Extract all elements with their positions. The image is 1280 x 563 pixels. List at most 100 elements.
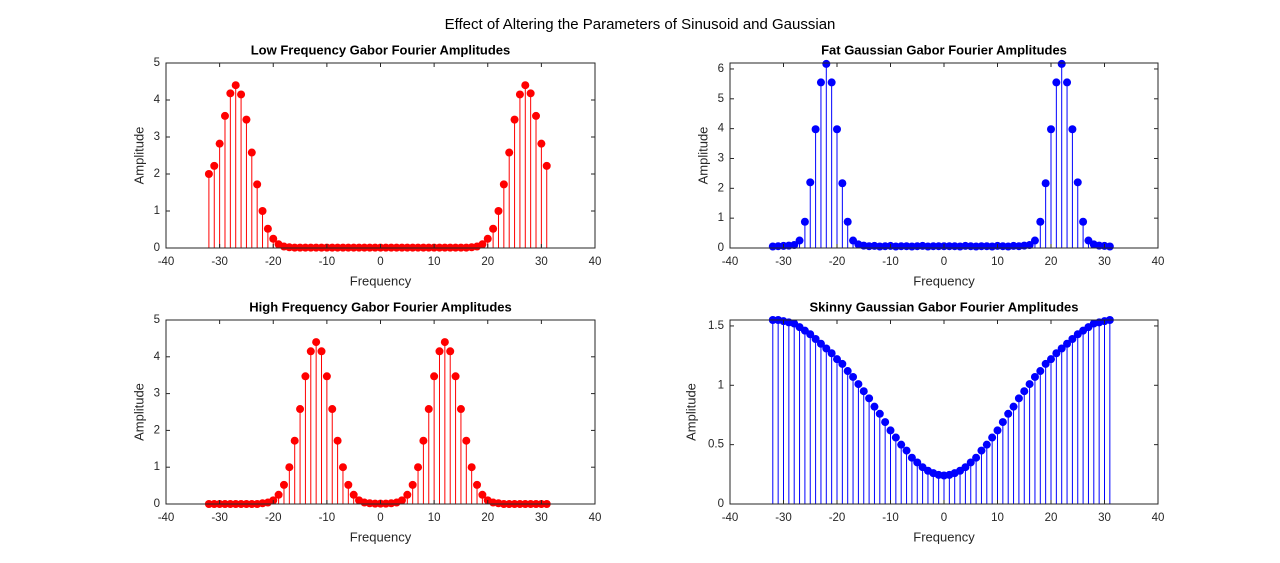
- subplot: -40 -30 -20 -10 0 10 20 30 40 0 1 2 3 4 5 6 Fat Gaussian…: [695, 42, 1164, 288]
- x-tick-label: 10: [991, 256, 1004, 268]
- stem-marker: [838, 359, 847, 368]
- stem-marker: [1057, 59, 1066, 68]
- stem-marker: [843, 217, 852, 226]
- stem-marker: [333, 436, 342, 445]
- subplot-title: High Frequency Gabor Fourier Amplitudes: [249, 299, 511, 314]
- x-tick-label: 10: [991, 512, 1004, 524]
- x-tick-label: -20: [829, 256, 846, 268]
- x-tick-label: -30: [775, 512, 792, 524]
- stem-marker: [435, 347, 444, 356]
- stem-marker: [1036, 367, 1045, 376]
- stem-marker: [827, 349, 836, 358]
- x-tick-label: 0: [377, 256, 383, 268]
- stem-marker: [210, 161, 219, 170]
- stem-marker: [1079, 217, 1088, 226]
- stem-marker: [1052, 349, 1061, 358]
- stem-marker: [833, 355, 841, 364]
- stem-marker: [483, 234, 492, 243]
- y-axis-label: Amplitude: [695, 127, 710, 185]
- x-tick-label: 30: [1098, 256, 1111, 268]
- stem-marker: [822, 344, 831, 353]
- stem-marker: [521, 81, 530, 90]
- y-tick-label: 1: [718, 379, 724, 391]
- stem-marker: [1052, 78, 1061, 87]
- x-tick-label: 0: [377, 512, 383, 524]
- stem-marker: [1068, 125, 1077, 134]
- stem-marker: [306, 347, 315, 356]
- stem-marker: [408, 480, 417, 489]
- stem-marker: [1014, 394, 1023, 403]
- stem-marker: [462, 436, 471, 445]
- x-tick-label: -40: [158, 256, 175, 268]
- stem-marker: [451, 372, 460, 381]
- x-tick-label: 0: [941, 256, 947, 268]
- y-axis-label: Amplitude: [131, 127, 146, 185]
- x-tick-label: 10: [428, 512, 441, 524]
- stem-marker: [1009, 402, 1018, 411]
- x-tick-label: 20: [1045, 256, 1058, 268]
- stem-marker: [816, 78, 825, 87]
- y-tick-label: 0.5: [708, 439, 724, 451]
- y-tick-label: 0: [154, 498, 160, 510]
- stem-marker: [902, 446, 911, 455]
- stem-marker: [816, 339, 825, 348]
- stem-marker: [1068, 334, 1077, 343]
- stem-marker: [897, 440, 906, 449]
- x-axis-label: Frequency: [350, 529, 412, 544]
- stem-marker: [473, 480, 482, 489]
- y-tick-label: 3: [718, 153, 724, 165]
- y-tick-label: 2: [154, 168, 160, 180]
- stem-marker: [269, 234, 278, 243]
- stem-marker: [226, 89, 235, 98]
- stem-marker: [790, 241, 799, 250]
- x-axis-label: Frequency: [913, 273, 975, 288]
- stem-marker: [301, 372, 310, 381]
- y-tick-label: 4: [718, 123, 725, 135]
- stem-marker: [822, 59, 831, 68]
- stem-marker: [833, 125, 841, 134]
- stem-marker: [854, 380, 863, 389]
- stem-marker: [328, 405, 337, 414]
- stem-marker: [875, 409, 884, 418]
- y-tick-label: 5: [154, 57, 160, 69]
- stem-marker: [1063, 339, 1072, 348]
- stem-marker: [242, 115, 251, 124]
- x-tick-label: 40: [1152, 512, 1165, 524]
- stem-marker: [1020, 387, 1029, 396]
- stem-marker: [430, 372, 439, 381]
- x-tick-label: -20: [829, 512, 846, 524]
- y-tick-label: 1.5: [708, 320, 724, 332]
- y-tick-label: 1: [154, 461, 160, 473]
- stem-marker: [231, 81, 240, 90]
- stem-marker: [290, 436, 299, 445]
- stem-marker: [526, 89, 535, 98]
- stem-marker: [1041, 359, 1050, 368]
- stem-marker: [322, 372, 331, 381]
- stem-marker: [881, 418, 890, 427]
- stem-marker: [489, 224, 498, 233]
- stem-marker: [838, 179, 847, 188]
- axes-area: [166, 320, 595, 504]
- axes-area: [730, 63, 1158, 248]
- stem-marker: [1025, 241, 1034, 250]
- stem-marker: [913, 458, 922, 467]
- stem-marker: [972, 453, 981, 462]
- stem-marker: [849, 372, 858, 381]
- stem-marker: [440, 338, 449, 347]
- x-tick-label: 20: [1045, 512, 1058, 524]
- stem-marker: [806, 178, 815, 187]
- x-tick-label: 20: [481, 512, 494, 524]
- stem-marker: [510, 115, 519, 124]
- x-tick-label: -20: [265, 512, 282, 524]
- stem-marker: [338, 463, 347, 472]
- stem-marker: [1041, 179, 1050, 188]
- y-tick-label: 6: [718, 63, 724, 75]
- x-tick-label: -30: [211, 256, 228, 268]
- stem-marker: [811, 125, 820, 134]
- subplot-title: Low Frequency Gabor Fourier Amplitudes: [251, 42, 511, 57]
- stem-marker: [1073, 178, 1082, 187]
- stem-marker: [403, 490, 412, 499]
- stem-marker: [253, 180, 262, 189]
- subplot: -40 -30 -20 -10 0 10 20 30 40 0 1 2 3 4 5 High Frequenc…: [131, 299, 601, 544]
